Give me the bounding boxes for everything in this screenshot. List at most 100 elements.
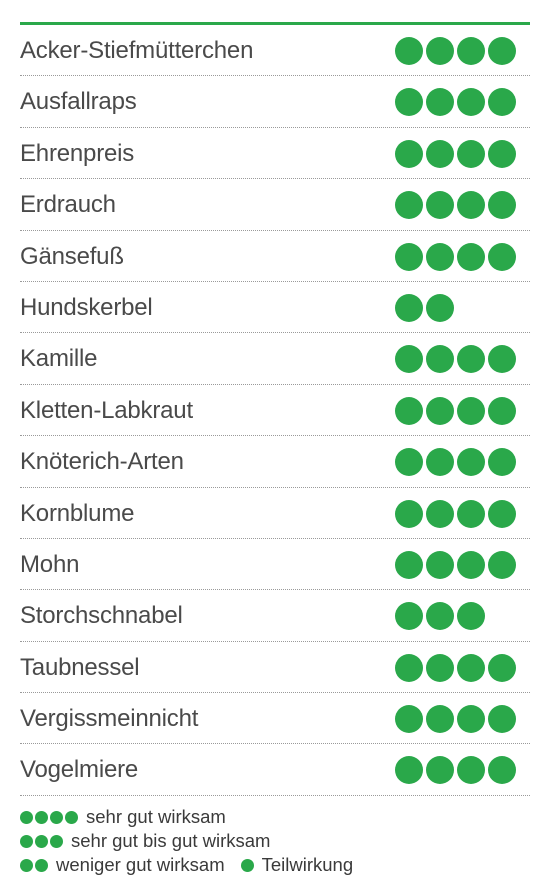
rating-dot-icon [395, 242, 423, 271]
legend-dots [20, 858, 48, 872]
legend-line: sehr gut bis gut wirksam [20, 829, 540, 853]
rating-dot-icon [395, 345, 423, 374]
rating-dot-icon [426, 345, 454, 374]
table-row: Hundskerbel [20, 282, 530, 334]
rating-table: Acker-Stiefmütterchen Ausfallraps Ehrenpre… [20, 25, 530, 796]
rating-dot-icon [488, 396, 516, 425]
rating-dot-icon [395, 88, 423, 117]
legend-dot-icon [35, 858, 48, 872]
rating-dots [395, 602, 485, 631]
rating-dot-icon [395, 448, 423, 477]
rating-dot-icon [426, 550, 454, 579]
legend-dot-icon [35, 810, 48, 824]
top-rule [20, 22, 530, 25]
rating-dot-icon [426, 37, 454, 65]
table-row: Vogelmiere [20, 744, 530, 796]
legend-dot-icon [50, 834, 63, 848]
rating-dots [395, 756, 516, 785]
rating-dot-icon [488, 345, 516, 374]
rating-dot-icon [426, 191, 454, 220]
rating-dot-icon [426, 293, 454, 322]
table-row: Acker-Stiefmütterchen [20, 25, 530, 77]
rating-dots [395, 242, 516, 271]
row-label: Acker-Stiefmütterchen [20, 37, 254, 64]
row-label: Vergissmeinnicht [20, 705, 199, 733]
rating-dot-icon [457, 602, 485, 631]
rating-dot-icon [488, 242, 516, 271]
rating-dot-icon [426, 139, 454, 168]
rating-dots [395, 293, 454, 322]
rating-dot-icon [426, 705, 454, 734]
legend-dot-icon [65, 810, 78, 824]
rating-dot-icon [395, 602, 423, 631]
rating-dot-icon [488, 139, 516, 168]
legend-label: weniger gut wirksam [56, 854, 225, 875]
table-row: Ausfallraps [20, 76, 530, 128]
row-label: Kletten-Labkraut [20, 396, 193, 424]
table-row: Storchschnabel [20, 590, 530, 642]
legend-label: sehr gut bis gut wirksam [71, 830, 271, 851]
row-label: Kornblume [20, 499, 135, 527]
rating-dot-icon [488, 653, 516, 682]
rating-dot-icon [488, 705, 516, 734]
rating-dots [395, 37, 516, 65]
rating-dot-icon [457, 550, 485, 579]
table-row: Gänsefuß [20, 231, 530, 282]
rating-dots [395, 345, 516, 374]
rating-dots [395, 705, 516, 734]
legend-line: sehr gut wirksam [20, 805, 540, 829]
legend-dot-icon [50, 810, 63, 824]
row-label: Kamille [20, 345, 98, 373]
rating-dot-icon [395, 191, 423, 220]
legend-dot-icon [35, 834, 48, 848]
rating-dot-icon [426, 242, 454, 271]
rating-dot-icon [395, 37, 423, 65]
rating-dot-icon [457, 499, 485, 528]
rating-dot-icon [426, 448, 454, 477]
rating-dot-icon [426, 756, 454, 785]
table-row: Kamille [20, 333, 530, 385]
rating-dots [395, 191, 516, 220]
rating-dot-icon [457, 88, 485, 117]
row-label: Ausfallraps [20, 88, 137, 116]
row-label: Gänsefuß [20, 242, 124, 270]
rating-dot-icon [426, 88, 454, 117]
row-label: Storchschnabel [20, 602, 183, 630]
rating-dot-icon [457, 191, 485, 220]
row-label: Taubnessel [20, 653, 140, 681]
row-label: Vogelmiere [20, 756, 139, 784]
legend-dots [20, 810, 78, 824]
row-label: Mohn [20, 550, 80, 578]
table-row: Vergissmeinnicht [20, 693, 530, 745]
rating-dot-icon [488, 756, 516, 785]
rating-dot-icon [457, 345, 485, 374]
rating-dot-icon [457, 756, 485, 785]
legend-dot-icon [240, 858, 254, 872]
rating-dot-icon [395, 653, 423, 682]
table-row: Knöterich-Arten [20, 436, 530, 488]
rating-dot-icon [488, 88, 516, 117]
rating-dot-icon [457, 448, 485, 477]
rating-dot-icon [426, 653, 454, 682]
table-row: Kornblume [20, 488, 530, 539]
rating-dot-icon [457, 139, 485, 168]
rating-dot-icon [395, 396, 423, 425]
legend-dot-icon [20, 834, 33, 848]
rating-dot-icon [488, 448, 516, 477]
table-row: Taubnessel [20, 642, 530, 694]
table-row: Erdrauch [20, 179, 530, 231]
rating-dot-icon [457, 396, 485, 425]
rating-dot-icon [395, 705, 423, 734]
rating-dots [395, 139, 516, 168]
rating-dot-icon [457, 37, 485, 65]
rating-dot-icon [395, 499, 423, 528]
table-row: Mohn [20, 539, 530, 591]
row-label: Knöterich-Arten [20, 448, 184, 476]
legend-dot-icon [20, 858, 33, 872]
rating-dot-icon [457, 705, 485, 734]
rating-dot-icon [457, 653, 485, 682]
legend-label: sehr gut wirksam [86, 806, 226, 827]
rating-dot-icon [395, 293, 423, 322]
rating-dots [395, 550, 516, 579]
rating-dot-icon [395, 550, 423, 579]
